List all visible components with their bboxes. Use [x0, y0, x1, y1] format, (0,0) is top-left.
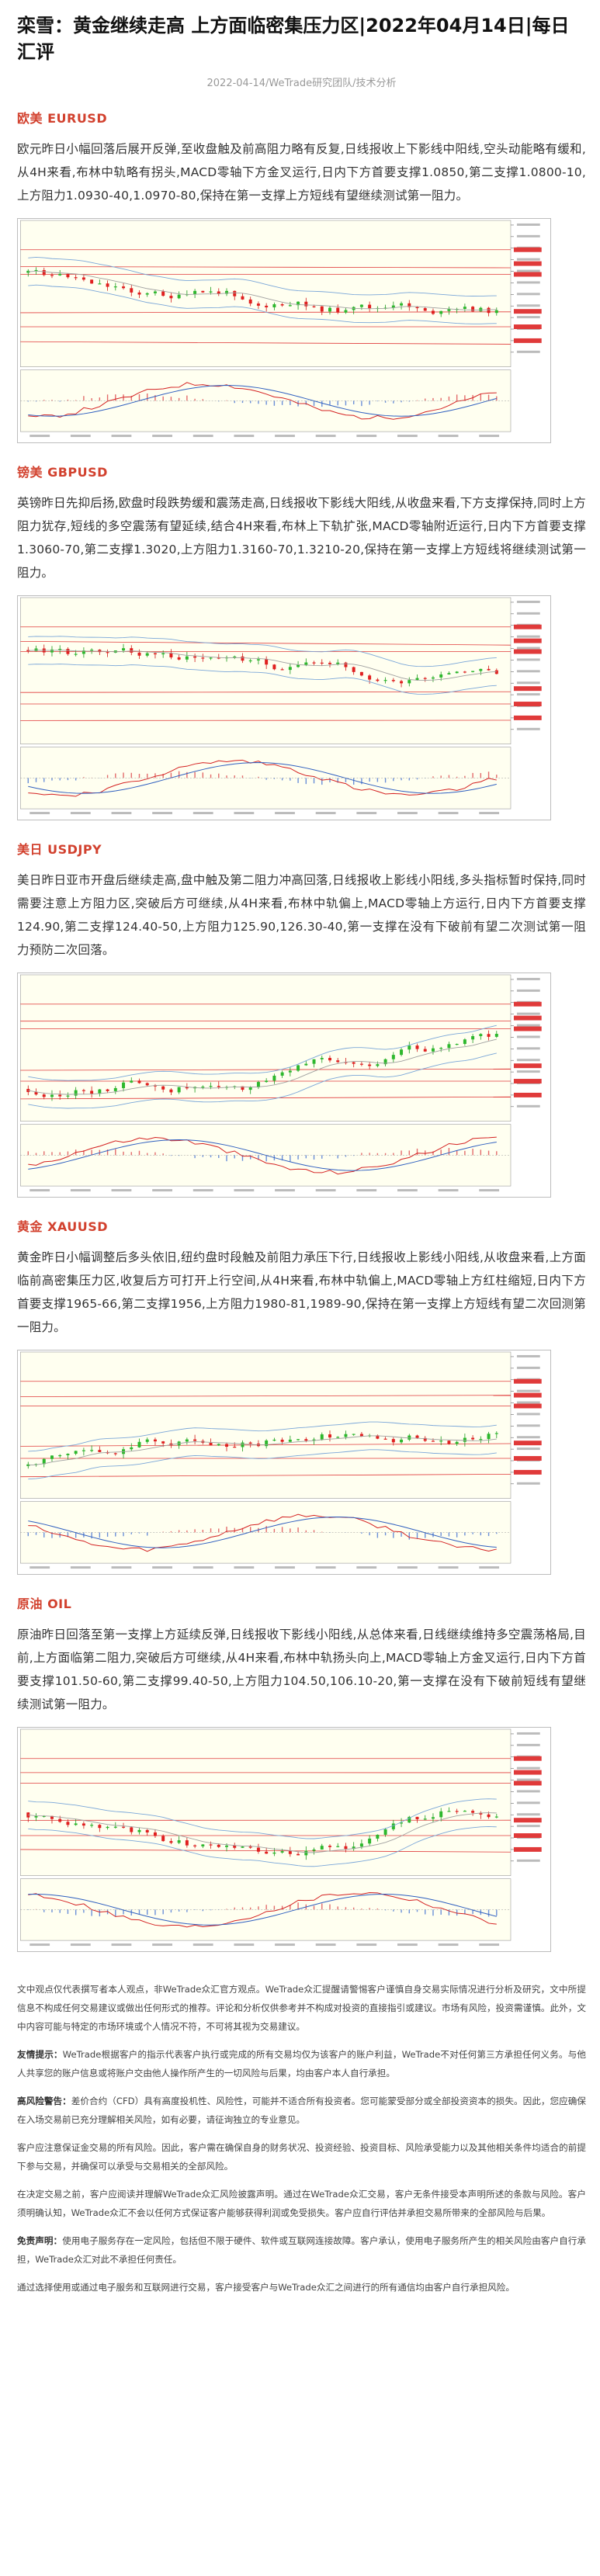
section-title: 原油 OIL — [17, 1597, 72, 1611]
disclaimer-paragraph: 文中观点仅代表撰写者本人观点，非WeTrade众汇官方观点。WeTrade众汇提… — [17, 1980, 586, 2036]
section-text: 英镑昨日先抑后扬,欧盘时段跌势缓和震荡走高,日线报收下影线大阳线,从收盘来看,下… — [17, 496, 586, 580]
price-chart-image — [17, 973, 551, 1198]
article-title: 栾雪：黄金继续走高 上方面临密集压力区|2022年04月14日|每日汇评 — [17, 15, 570, 63]
analysis-section: 欧美 EURUSD 欧元昨日小幅回落后展开反弹,至收盘触及前高阻力略有反复,日线报… — [17, 108, 586, 443]
disclaimer-text: WeTrade根据客户的指示代表客户执行或完成的所有交易均仅为该客户的账户利益，… — [17, 2049, 586, 2078]
article-page: 栾雪：黄金继续走高 上方面临密集压力区|2022年04月14日|每日汇评 202… — [17, 15, 586, 2297]
price-chart-image — [17, 218, 551, 443]
disclaimer-label: 免责声明： — [17, 2235, 63, 2246]
disclaimer-paragraph: 高风险警告：差价合约（CFD）具有高度投机性、风险性，可能并不适合所有投资者。您… — [17, 2092, 586, 2129]
section-text: 欧元昨日小幅回落后展开反弹,至收盘触及前高阻力略有反复,日线报收上下影线中阳线,… — [17, 142, 586, 203]
article-meta: 2022-04-14/WeTrade研究团队/技术分析 — [206, 78, 397, 89]
disclaimer-text: 差价合约（CFD）具有高度投机性、风险性，可能并不适合所有投资者。您可能蒙受部分… — [17, 2096, 586, 2125]
analysis-section: 原油 OIL 原油昨日回落至第一支撑上方延续反弹,日线报收下影线小阳线,从总体来看… — [17, 1593, 586, 1952]
disclaimer-text: 在决定交易之前，客户应阅读并理解WeTrade众汇风险披露声明。通过在WeTra… — [17, 2189, 586, 2218]
section-text: 原油昨日回落至第一支撑上方延续反弹,日线报收下影线小阳线,从总体来看,日线继续维… — [17, 1628, 586, 1711]
disclaimer-paragraph: 客户应注意保证金交易的所有风险。因此，客户需在确保自身的财务状况、投资经验、投资… — [17, 2138, 586, 2176]
disclaimer-text: 文中观点仅代表撰写者本人观点，非WeTrade众汇官方观点。WeTrade众汇提… — [17, 1984, 586, 2032]
price-chart-image — [17, 1350, 551, 1575]
disclaimer-block: 文中观点仅代表撰写者本人观点，非WeTrade众汇官方观点。WeTrade众汇提… — [17, 1980, 586, 2297]
analysis-sections: 欧美 EURUSD 欧元昨日小幅回落后展开反弹,至收盘触及前高阻力略有反复,日线报… — [17, 108, 586, 1952]
section-title: 欧美 EURUSD — [17, 111, 108, 126]
price-chart-image — [17, 1727, 551, 1952]
disclaimer-label: 高风险警告： — [17, 2096, 71, 2106]
section-title: 美日 USDJPY — [17, 842, 102, 857]
analysis-section: 黄金 XAUUSD 黄金昨日小幅调整后多头依旧,纽约盘时段触及前阻力承压下行,日线… — [17, 1216, 586, 1575]
section-title: 镑美 GBPUSD — [17, 465, 108, 480]
disclaimer-text: 客户应注意保证金交易的所有风险。因此，客户需在确保自身的财务状况、投资经验、投资… — [17, 2142, 586, 2172]
disclaimer-paragraph: 通过选择使用或通过电子服务和互联网进行交易，客户接受客户与WeTrade众汇之间… — [17, 2278, 586, 2297]
price-chart-image — [17, 595, 551, 820]
section-text: 美日昨日亚市开盘后继续走高,盘中触及第二阻力冲高回落,日线报收上影线小阳线,多头… — [17, 873, 586, 957]
disclaimer-paragraph: 友情提示：WeTrade根据客户的指示代表客户执行或完成的所有交易均仅为该客户的… — [17, 2045, 586, 2082]
analysis-section: 镑美 GBPUSD 英镑昨日先抑后扬,欧盘时段跌势缓和震荡走高,日线报收下影线大阳… — [17, 462, 586, 820]
disclaimer-label: 友情提示： — [17, 2049, 63, 2060]
analysis-section: 美日 USDJPY 美日昨日亚市开盘后继续走高,盘中触及第二阻力冲高回落,日线报收… — [17, 839, 586, 1198]
disclaimer-text: 通过选择使用或通过电子服务和互联网进行交易，客户接受客户与WeTrade众汇之间… — [17, 2282, 515, 2293]
section-title: 黄金 XAUUSD — [17, 1219, 109, 1234]
disclaimer-text: 使用电子服务存在一定风险，包括但不限于硬件、软件或互联网连接故障。客户承认，使用… — [17, 2235, 586, 2265]
section-text: 黄金昨日小幅调整后多头依旧,纽约盘时段触及前阻力承压下行,日线报收上影线小阳线,… — [17, 1250, 586, 1334]
disclaimer-paragraph: 在决定交易之前，客户应阅读并理解WeTrade众汇风险披露声明。通过在WeTra… — [17, 2185, 586, 2222]
disclaimer-paragraph: 免责声明：使用电子服务存在一定风险，包括但不限于硬件、软件或互联网连接故障。客户… — [17, 2231, 586, 2269]
